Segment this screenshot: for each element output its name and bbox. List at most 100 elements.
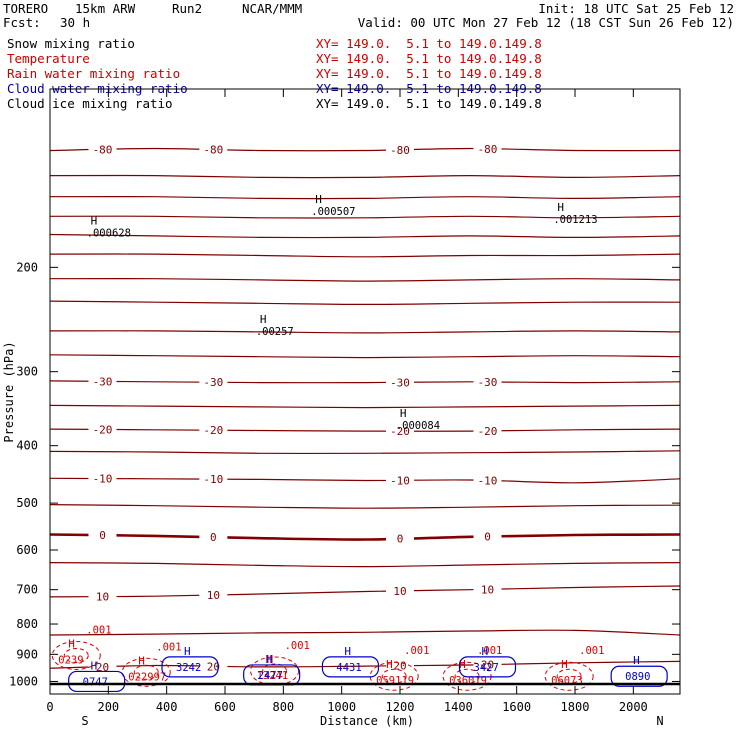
rain-max-value: 059119: [376, 675, 414, 687]
field-name-rain: Rain water mixing ratio: [7, 66, 181, 81]
isotherm-line: [49, 147, 681, 152]
isotherm-label: -20: [478, 425, 498, 438]
y-tick-label: 800: [16, 617, 38, 631]
temperature-contours: -80 -80 -80 -80 -30 -30 -30 -30 -20 -20 -20 -20 -10 -…: [49, 142, 681, 674]
cloud-water-contour: [458, 656, 517, 678]
isotherm-label-bg: [473, 424, 502, 437]
isotherm-label: -80: [390, 144, 410, 157]
isotherm-label: 0: [484, 531, 491, 544]
isotherm-label: 10: [481, 583, 494, 596]
isotherm-label-bg: [473, 530, 502, 543]
rain-contour-label: .001: [285, 640, 310, 652]
isotherm-line: [49, 428, 681, 432]
isotherm-label: 0: [99, 529, 106, 542]
isotherm-line: [49, 450, 681, 455]
x-axis-label: Distance (km): [320, 714, 414, 728]
snow-max-value: .000507: [311, 206, 355, 218]
isotherm-label: -10: [478, 474, 498, 487]
rain-contour-inner: [262, 663, 288, 679]
cloud-water-max-value: 0890: [625, 671, 650, 683]
model-org: NCAR/MMM: [242, 1, 303, 16]
x-end-label-left: S: [81, 714, 88, 728]
rain-contour-label: .001: [404, 645, 429, 657]
cloud-water-contour: [161, 656, 219, 678]
rain-contour-label: .001: [477, 645, 502, 657]
model-name: TORERO: [3, 1, 49, 16]
isotherm-label: 0: [397, 533, 404, 546]
rain-contour-inner: [133, 664, 159, 680]
isotherm-label: 0: [210, 531, 217, 544]
rain-contour-label: .001: [579, 645, 604, 657]
x-tick-label: 1600: [502, 700, 531, 714]
x-tick-label: 1800: [561, 700, 590, 714]
isotherm-line: [49, 380, 681, 384]
cloud-water-max-marker: H: [91, 659, 98, 672]
cloud-water-max-marker: H: [633, 654, 640, 667]
isotherm-line: [49, 354, 681, 359]
rain-max-marker: H: [386, 658, 393, 671]
cloud-water-max-value: 0747: [83, 676, 108, 688]
isotherm-line: [49, 533, 681, 541]
isotherm-line: [49, 253, 681, 258]
y-tick-label: 900: [16, 647, 38, 661]
isotherm-label: -20: [93, 423, 113, 436]
rain-contour: [544, 661, 594, 691]
isotherm-line: [49, 404, 681, 409]
isotherm-label-bg: [88, 472, 117, 485]
isotherm-label-bg: [199, 473, 228, 486]
isotherm-label-bg: [199, 424, 228, 437]
rain-contour: [51, 640, 101, 670]
x-tick-label: 800: [272, 700, 294, 714]
cloud-water-contours: H 0747 H 3242 H 2477 H 4431 H 3427 H 0890: [68, 645, 668, 693]
rain-contour-label: .001: [86, 624, 111, 636]
cloud-water-max-value: 3427: [474, 662, 499, 674]
cloud-water-max-value: 2477: [258, 670, 283, 682]
isotherm-label-bg: [473, 142, 502, 155]
isotherm-label-bg: [88, 143, 117, 156]
cloud-water-max-value: 4431: [336, 662, 361, 674]
rain-max-marker: H: [459, 658, 466, 671]
isotherm-line: [49, 174, 681, 179]
isotherm-label: -30: [478, 376, 498, 389]
isotherm-label: -30: [93, 375, 113, 388]
isotherm-line: [49, 278, 681, 282]
init-time: Init: 18 UTC Sat 25 Feb 12: [538, 1, 734, 16]
rain-max-marker: H: [267, 653, 274, 666]
rain-max-value: 13241: [257, 670, 289, 682]
rain-contour: [442, 661, 492, 691]
isotherm-line: [49, 233, 681, 239]
isotherm-label-bg: [386, 659, 414, 672]
isotherm-line: [49, 330, 681, 334]
isotherm-label-bg: [199, 660, 228, 673]
y-tick-label: 700: [16, 583, 38, 597]
isotherm-line: [49, 215, 681, 219]
rain-contour-label: .001: [156, 641, 181, 653]
x-tick-label: 400: [156, 700, 178, 714]
isotherm-label: 10: [96, 591, 109, 604]
isotherm-label: -20: [203, 424, 223, 437]
field-xy-snow: XY= 149.0. 5.1 to 149.0.149.8: [316, 36, 542, 51]
rain-contour: [369, 661, 419, 691]
isotherm-label: -30: [390, 376, 410, 389]
isotherm-label-bg: [88, 529, 117, 542]
isotherm-line: [49, 660, 681, 669]
isotherm-label-bg: [386, 143, 414, 156]
chart-axes: 0 200 400 600 800 1000 1200 1400 1600 1800 2000200…: [9, 88, 681, 714]
snow-max-marker: H: [315, 193, 322, 206]
isotherm-label: 20: [481, 659, 494, 672]
isotherm-label-bg: [386, 584, 414, 597]
rain-water-contours: H0239.001H022997.001H13241.001H059119.00…: [51, 624, 604, 691]
isotherm-label: 20: [393, 660, 406, 673]
y-tick-label: 400: [16, 439, 38, 453]
rain-max-marker: H: [138, 654, 145, 667]
rain-contour-inner: [63, 647, 89, 663]
isotherm-label-bg: [473, 474, 502, 487]
y-axis-label: Pressure (hPa): [2, 341, 16, 442]
x-end-label-right: N: [656, 714, 663, 728]
snow-max-value: .000084: [396, 420, 440, 432]
isotherm-label-bg: [386, 425, 414, 438]
isotherm-label: -80: [93, 143, 113, 156]
rain-max-marker: H: [561, 658, 568, 671]
rain-max-value: 0239: [58, 654, 83, 666]
